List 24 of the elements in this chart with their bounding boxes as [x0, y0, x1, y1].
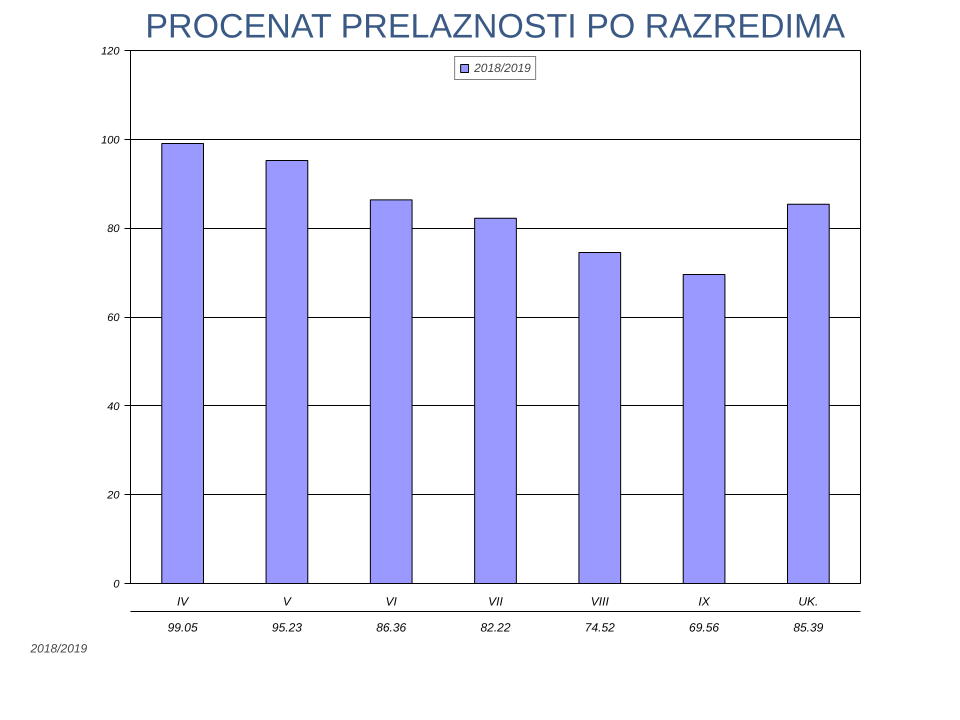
x-tick-label: IX: [698, 594, 711, 608]
data-label: 99.05: [168, 620, 198, 634]
y-tick-label: 60: [107, 312, 120, 324]
legend-label: 2018/2019: [474, 61, 531, 75]
x-tick-label: VII: [488, 594, 504, 608]
x-tick-label: UK.: [798, 594, 818, 608]
x-tick-label: V: [282, 594, 292, 608]
text: 2018/2019: [30, 642, 88, 656]
data-label: 95.23: [272, 620, 302, 634]
data-label: 86.36: [376, 620, 407, 634]
y-tick-label: 20: [106, 490, 120, 502]
data-label: 69.56: [689, 620, 720, 634]
data-label: 82.22: [480, 620, 511, 634]
y-tick-label: 100: [101, 134, 120, 146]
x-tick-label: IV: [176, 594, 190, 608]
x-tick-label: VIII: [590, 594, 610, 608]
data-label: 85.39: [793, 620, 824, 634]
y-tick-label: 120: [101, 46, 120, 58]
chart-title: PROCENAT PRELAZNOSTI PO RAZREDIMA: [145, 8, 846, 46]
y-tick-label: 0: [113, 578, 120, 590]
y-tick-label: 40: [107, 400, 120, 413]
x-tick-label: VI: [386, 594, 398, 608]
y-tick-label: 80: [107, 223, 120, 236]
data-label: 74.52: [584, 620, 616, 634]
